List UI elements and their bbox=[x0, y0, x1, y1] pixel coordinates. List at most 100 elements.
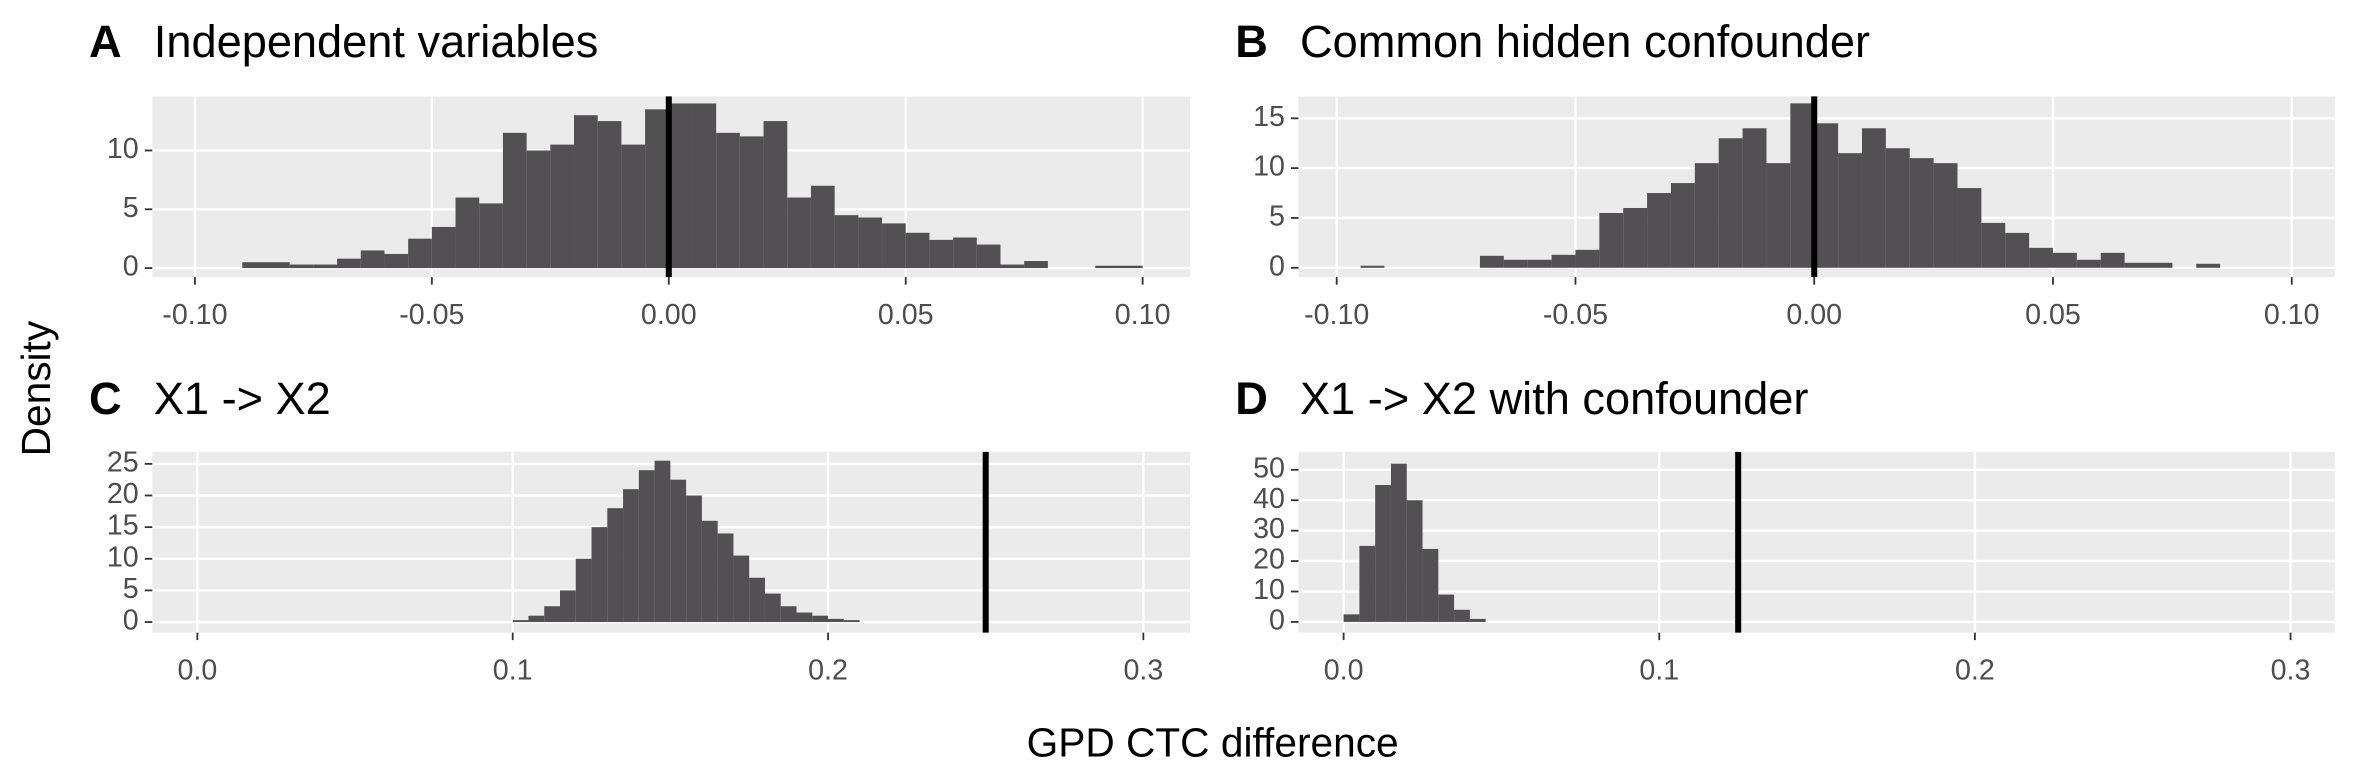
bar bbox=[1933, 163, 1958, 268]
y-tick-label: 30 bbox=[1253, 513, 1285, 545]
bar bbox=[1454, 609, 1470, 622]
bar bbox=[749, 577, 765, 623]
bar bbox=[623, 489, 639, 623]
y-tick-label: 0 bbox=[1269, 605, 1285, 637]
bar bbox=[812, 615, 829, 623]
bar bbox=[2076, 259, 2101, 268]
bar bbox=[1670, 183, 1695, 268]
x-tick-label: 0.0 bbox=[1324, 654, 1364, 686]
bar bbox=[1527, 259, 1552, 268]
bar bbox=[526, 150, 551, 269]
bar bbox=[929, 239, 954, 269]
x-tick-label: -0.10 bbox=[1304, 299, 1369, 331]
bar bbox=[1623, 207, 1648, 268]
bar bbox=[787, 197, 811, 269]
panel-tag: D bbox=[1235, 373, 1268, 424]
bar bbox=[843, 620, 860, 623]
bar bbox=[976, 244, 1001, 269]
bar bbox=[2052, 252, 2077, 268]
bar bbox=[1359, 545, 1376, 622]
y-tick-label: 40 bbox=[1253, 483, 1285, 515]
bar bbox=[796, 612, 813, 623]
panel-title: Common hidden confounder bbox=[1300, 16, 1870, 67]
bar bbox=[550, 144, 575, 269]
y-tick-label: 5 bbox=[123, 573, 139, 605]
x-tick-label: -0.05 bbox=[399, 299, 464, 331]
bar bbox=[242, 262, 267, 269]
bar bbox=[408, 238, 432, 269]
bar bbox=[858, 217, 883, 269]
bar bbox=[953, 237, 977, 269]
y-tick-label: 0 bbox=[123, 605, 139, 637]
bar bbox=[528, 615, 545, 623]
bar bbox=[1790, 103, 1815, 268]
bar bbox=[1575, 249, 1600, 268]
bar bbox=[591, 527, 608, 623]
bar bbox=[828, 618, 844, 623]
y-tick-label: 20 bbox=[107, 478, 139, 510]
bar bbox=[1957, 188, 1982, 268]
bar bbox=[905, 232, 930, 269]
bar bbox=[575, 558, 592, 623]
bar bbox=[2100, 252, 2125, 268]
bar bbox=[384, 253, 409, 269]
x-tick-label: 0.00 bbox=[641, 299, 697, 331]
bar bbox=[692, 103, 717, 269]
bar bbox=[1814, 123, 1839, 268]
bar bbox=[1909, 158, 1934, 268]
x-tick-label: -0.10 bbox=[162, 299, 227, 331]
x-tick-label: 0.3 bbox=[1123, 654, 1163, 686]
panel-title: Independent variables bbox=[154, 16, 599, 67]
plot-background bbox=[1298, 451, 2335, 633]
bar bbox=[1861, 128, 1886, 268]
x-tick-label: 0.0 bbox=[177, 654, 217, 686]
x-axis-label: GPD CTC difference bbox=[1027, 719, 1399, 765]
bar bbox=[560, 590, 576, 623]
x-tick-label: 0.10 bbox=[2264, 299, 2320, 331]
panel-tag: A bbox=[89, 16, 122, 67]
y-tick-label: 0 bbox=[123, 251, 139, 283]
panel-title: X1 -> X2 with confounder bbox=[1300, 373, 1809, 424]
bar bbox=[2196, 263, 2221, 268]
bar bbox=[1375, 485, 1391, 622]
x-tick-label: 0.1 bbox=[493, 654, 533, 686]
bar bbox=[1422, 548, 1439, 622]
bar bbox=[764, 593, 781, 623]
panel-title: X1 -> X2 bbox=[154, 373, 331, 424]
y-tick-label: 5 bbox=[1269, 201, 1285, 233]
x-tick-label: 0.1 bbox=[1639, 654, 1679, 686]
bar bbox=[670, 479, 687, 623]
bar bbox=[1390, 463, 1407, 622]
bar bbox=[717, 533, 734, 623]
bar bbox=[2124, 262, 2149, 268]
bar bbox=[1647, 193, 1671, 268]
bar bbox=[574, 115, 598, 269]
bar bbox=[1469, 618, 1486, 622]
bar bbox=[733, 555, 750, 623]
x-tick-label: 0.05 bbox=[878, 299, 934, 331]
bar bbox=[621, 144, 646, 269]
bar bbox=[360, 250, 385, 269]
y-axis-label: Density bbox=[13, 320, 59, 456]
bar bbox=[716, 132, 740, 269]
y-tick-label: 5 bbox=[123, 192, 139, 224]
bar bbox=[882, 223, 906, 269]
bar bbox=[2148, 262, 2173, 268]
bar bbox=[544, 606, 561, 623]
bar bbox=[2029, 247, 2053, 268]
bar bbox=[1838, 153, 1862, 268]
panel-tag: C bbox=[89, 373, 122, 424]
y-tick-label: 10 bbox=[107, 133, 139, 165]
y-tick-label: 0 bbox=[1269, 250, 1285, 282]
panel-tag: B bbox=[1235, 16, 1268, 67]
bar bbox=[479, 203, 503, 269]
bar bbox=[1885, 148, 1910, 268]
x-tick-label: 0.10 bbox=[1115, 299, 1171, 331]
bar bbox=[431, 226, 456, 269]
bar bbox=[1438, 594, 1455, 622]
bar bbox=[1095, 265, 1119, 269]
bar bbox=[455, 197, 480, 269]
bar bbox=[266, 262, 290, 269]
